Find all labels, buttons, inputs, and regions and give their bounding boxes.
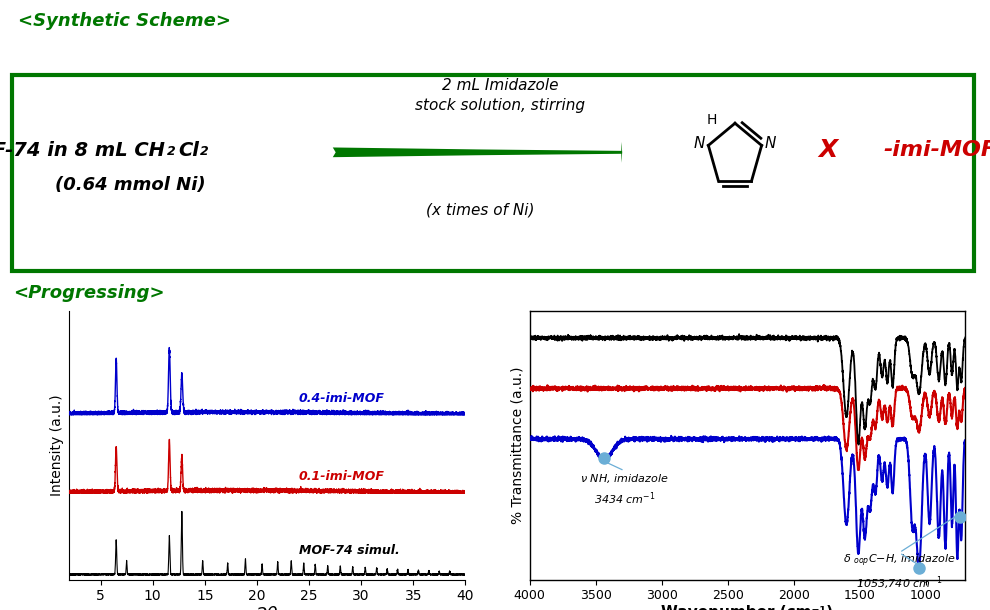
Text: MOF-74 simul.: MOF-74 simul. [299,544,399,558]
Y-axis label: % Transmittance (a.u.): % Transmittance (a.u.) [510,367,524,524]
Y-axis label: Intensity (a.u.): Intensity (a.u.) [50,395,63,496]
Text: -imi-MOF: -imi-MOF [883,140,990,160]
Text: Ni MOF-74 in 8 mL CH: Ni MOF-74 in 8 mL CH [0,141,165,160]
Text: 0.1-imi-MOF: 0.1-imi-MOF [299,470,384,483]
X-axis label: Wavenumber (cm⁻¹): Wavenumber (cm⁻¹) [661,605,834,610]
Text: N: N [694,136,705,151]
Text: X: X [819,138,838,162]
Text: 2: 2 [167,145,176,159]
Text: 2: 2 [200,145,209,159]
Text: 0.4-imi-MOF: 0.4-imi-MOF [299,392,384,405]
Text: <Progressing>: <Progressing> [14,284,165,303]
X-axis label: 2θ: 2θ [256,606,278,610]
Text: (0.64 mmol Ni): (0.64 mmol Ni) [54,176,205,195]
Text: N: N [764,136,776,151]
FancyBboxPatch shape [12,75,974,271]
Text: H: H [706,113,717,127]
Text: 2 mL Imidazole: 2 mL Imidazole [442,77,558,93]
Text: $\delta$ $_{oop}$C$-$H, imidazole
1053,740 cm$^{-1}$: $\delta$ $_{oop}$C$-$H, imidazole 1053,7… [842,553,955,592]
Text: (x times of Ni): (x times of Ni) [426,203,535,218]
Text: <Synthetic Scheme>: <Synthetic Scheme> [18,12,231,30]
Text: $\nu$ NH, imidazole
3434 cm$^{-1}$: $\nu$ NH, imidazole 3434 cm$^{-1}$ [580,473,669,508]
Text: stock solution, stirring: stock solution, stirring [415,98,585,113]
Text: Cl: Cl [178,141,199,160]
